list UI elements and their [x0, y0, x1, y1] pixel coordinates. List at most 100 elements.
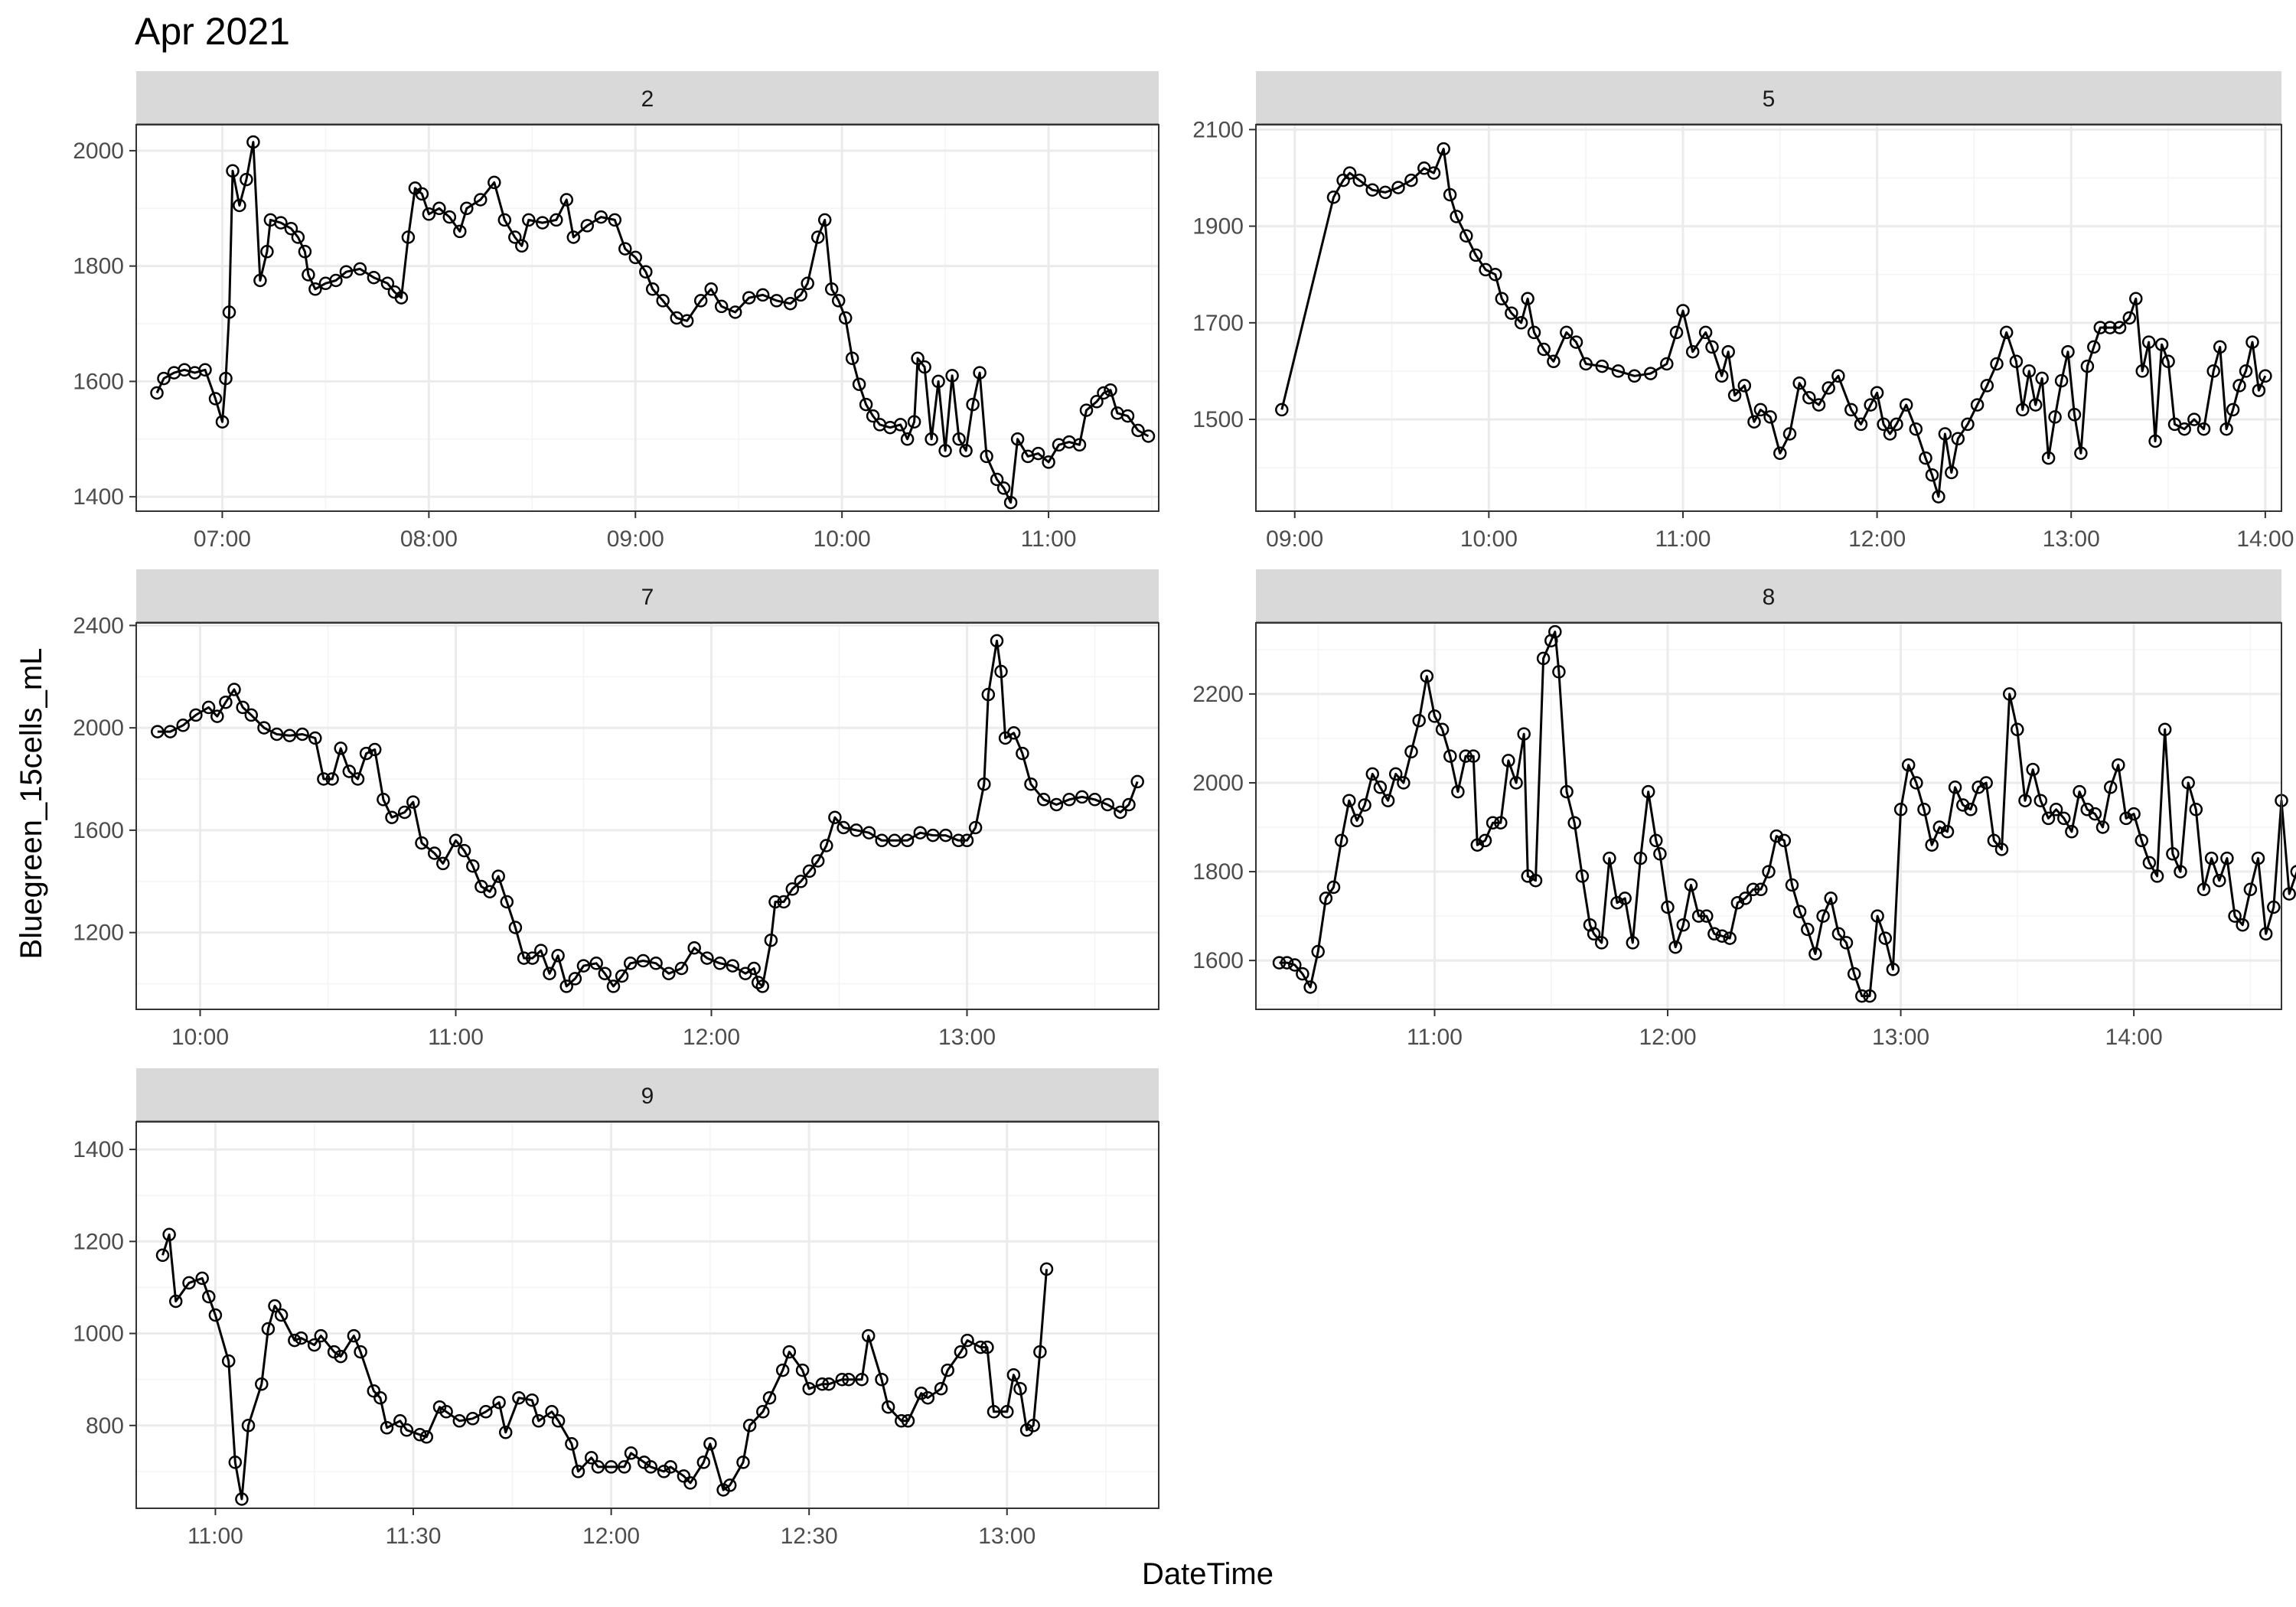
data-point: [1378, 185, 1392, 200]
facet-strip-label: 9: [641, 1084, 654, 1109]
data-point: [162, 1227, 176, 1242]
y-tick-label: 1200: [73, 1229, 124, 1254]
data-point: [2093, 321, 2108, 334]
data-point: [802, 864, 817, 878]
data-point: [888, 833, 902, 848]
data-point: [2213, 873, 2226, 888]
data-point: [453, 224, 467, 239]
data-point: [1311, 944, 1325, 959]
data-point: [1486, 816, 1500, 830]
data-point: [157, 371, 171, 386]
data-point: [820, 839, 833, 852]
data-point: [568, 972, 582, 986]
data-point: [1528, 873, 1543, 888]
data-point: [508, 921, 523, 934]
data-point: [2041, 451, 2056, 465]
data-point: [1141, 429, 1156, 443]
data-point: [1633, 851, 1648, 865]
data-point: [1342, 794, 1356, 807]
data-point: [422, 207, 436, 221]
data-point: [1404, 745, 1418, 759]
data-point: [1509, 776, 1523, 790]
data-point: [354, 1345, 367, 1359]
data-point: [2018, 794, 2032, 807]
data-point: [941, 1363, 954, 1377]
data-point: [2239, 364, 2253, 378]
data-point: [397, 805, 412, 820]
data-point: [674, 961, 689, 976]
data-point: [155, 1248, 170, 1263]
data-point: [2150, 869, 2164, 883]
data-point: [901, 1414, 915, 1428]
data-point: [189, 708, 203, 722]
y-tick-label: 2200: [1192, 682, 1244, 707]
data-point: [198, 363, 212, 377]
data-point: [2142, 856, 2157, 870]
data-point: [981, 687, 996, 702]
x-tick-label: 09:00: [1266, 526, 1323, 552]
x-tick-label: 14:00: [2236, 526, 2294, 552]
data-point: [448, 833, 463, 848]
data-point: [1715, 929, 1729, 943]
data-point: [683, 1476, 697, 1490]
data-point: [900, 833, 915, 848]
data-point: [645, 282, 660, 296]
data-point: [432, 201, 446, 216]
data-point: [491, 869, 505, 883]
data-point: [1870, 909, 1884, 923]
x-tick-label: 10:00: [814, 526, 871, 552]
data-point: [934, 1381, 948, 1396]
data-point: [1754, 882, 1768, 897]
data-point: [1536, 651, 1551, 666]
series-line: [1280, 148, 2267, 498]
data-point: [1404, 173, 1418, 187]
data-point: [696, 1455, 711, 1469]
data-point: [1831, 927, 1846, 941]
data-point: [1831, 369, 1845, 383]
data-point: [1948, 781, 1962, 794]
data-point: [747, 961, 761, 976]
data-point: [862, 826, 876, 839]
data-point: [1863, 989, 1877, 1003]
data-point: [2112, 758, 2125, 772]
data-point: [1548, 624, 1562, 639]
data-point: [966, 397, 980, 412]
data-point: [1373, 781, 1388, 794]
data-point: [163, 725, 178, 738]
data-point: [222, 305, 236, 319]
facet-panel-9: 9 800 1000 1200 1400 11:00 11:30 12:00 12:30 13:0…: [73, 1068, 1159, 1549]
data-point: [996, 481, 1011, 495]
data-point: [268, 1299, 282, 1313]
data-point: [1901, 758, 1916, 772]
data-point: [1801, 922, 1815, 937]
data-point: [1721, 344, 1735, 359]
data-point: [742, 1419, 757, 1433]
data-point: [536, 216, 550, 230]
data-point: [980, 1340, 994, 1354]
data-point: [866, 409, 880, 423]
data-point: [1660, 357, 1674, 371]
data-point: [244, 708, 259, 722]
data-point: [1365, 767, 1380, 781]
y-tick-label: 1400: [73, 1137, 124, 1162]
data-point: [1684, 878, 1698, 892]
y-tick-label: 800: [86, 1413, 124, 1439]
panel-border: [135, 622, 1159, 1010]
data-point: [1808, 947, 1822, 961]
data-point: [1893, 803, 1908, 817]
data-point: [2127, 807, 2141, 821]
data-point: [656, 294, 670, 308]
data-point: [1280, 956, 1294, 970]
data-point: [227, 683, 241, 696]
data-point: [419, 1430, 434, 1444]
data-point: [639, 265, 653, 279]
data-point: [1427, 166, 1441, 180]
data-point: [960, 1333, 974, 1348]
data-point: [479, 1405, 493, 1419]
data-point: [1459, 749, 1473, 763]
data-point: [1527, 325, 1541, 340]
data-point: [1839, 936, 1854, 950]
data-point: [913, 826, 928, 839]
data-point: [1358, 798, 1371, 812]
y-axis-title: Bluegreen_15cells_mL: [15, 648, 48, 960]
